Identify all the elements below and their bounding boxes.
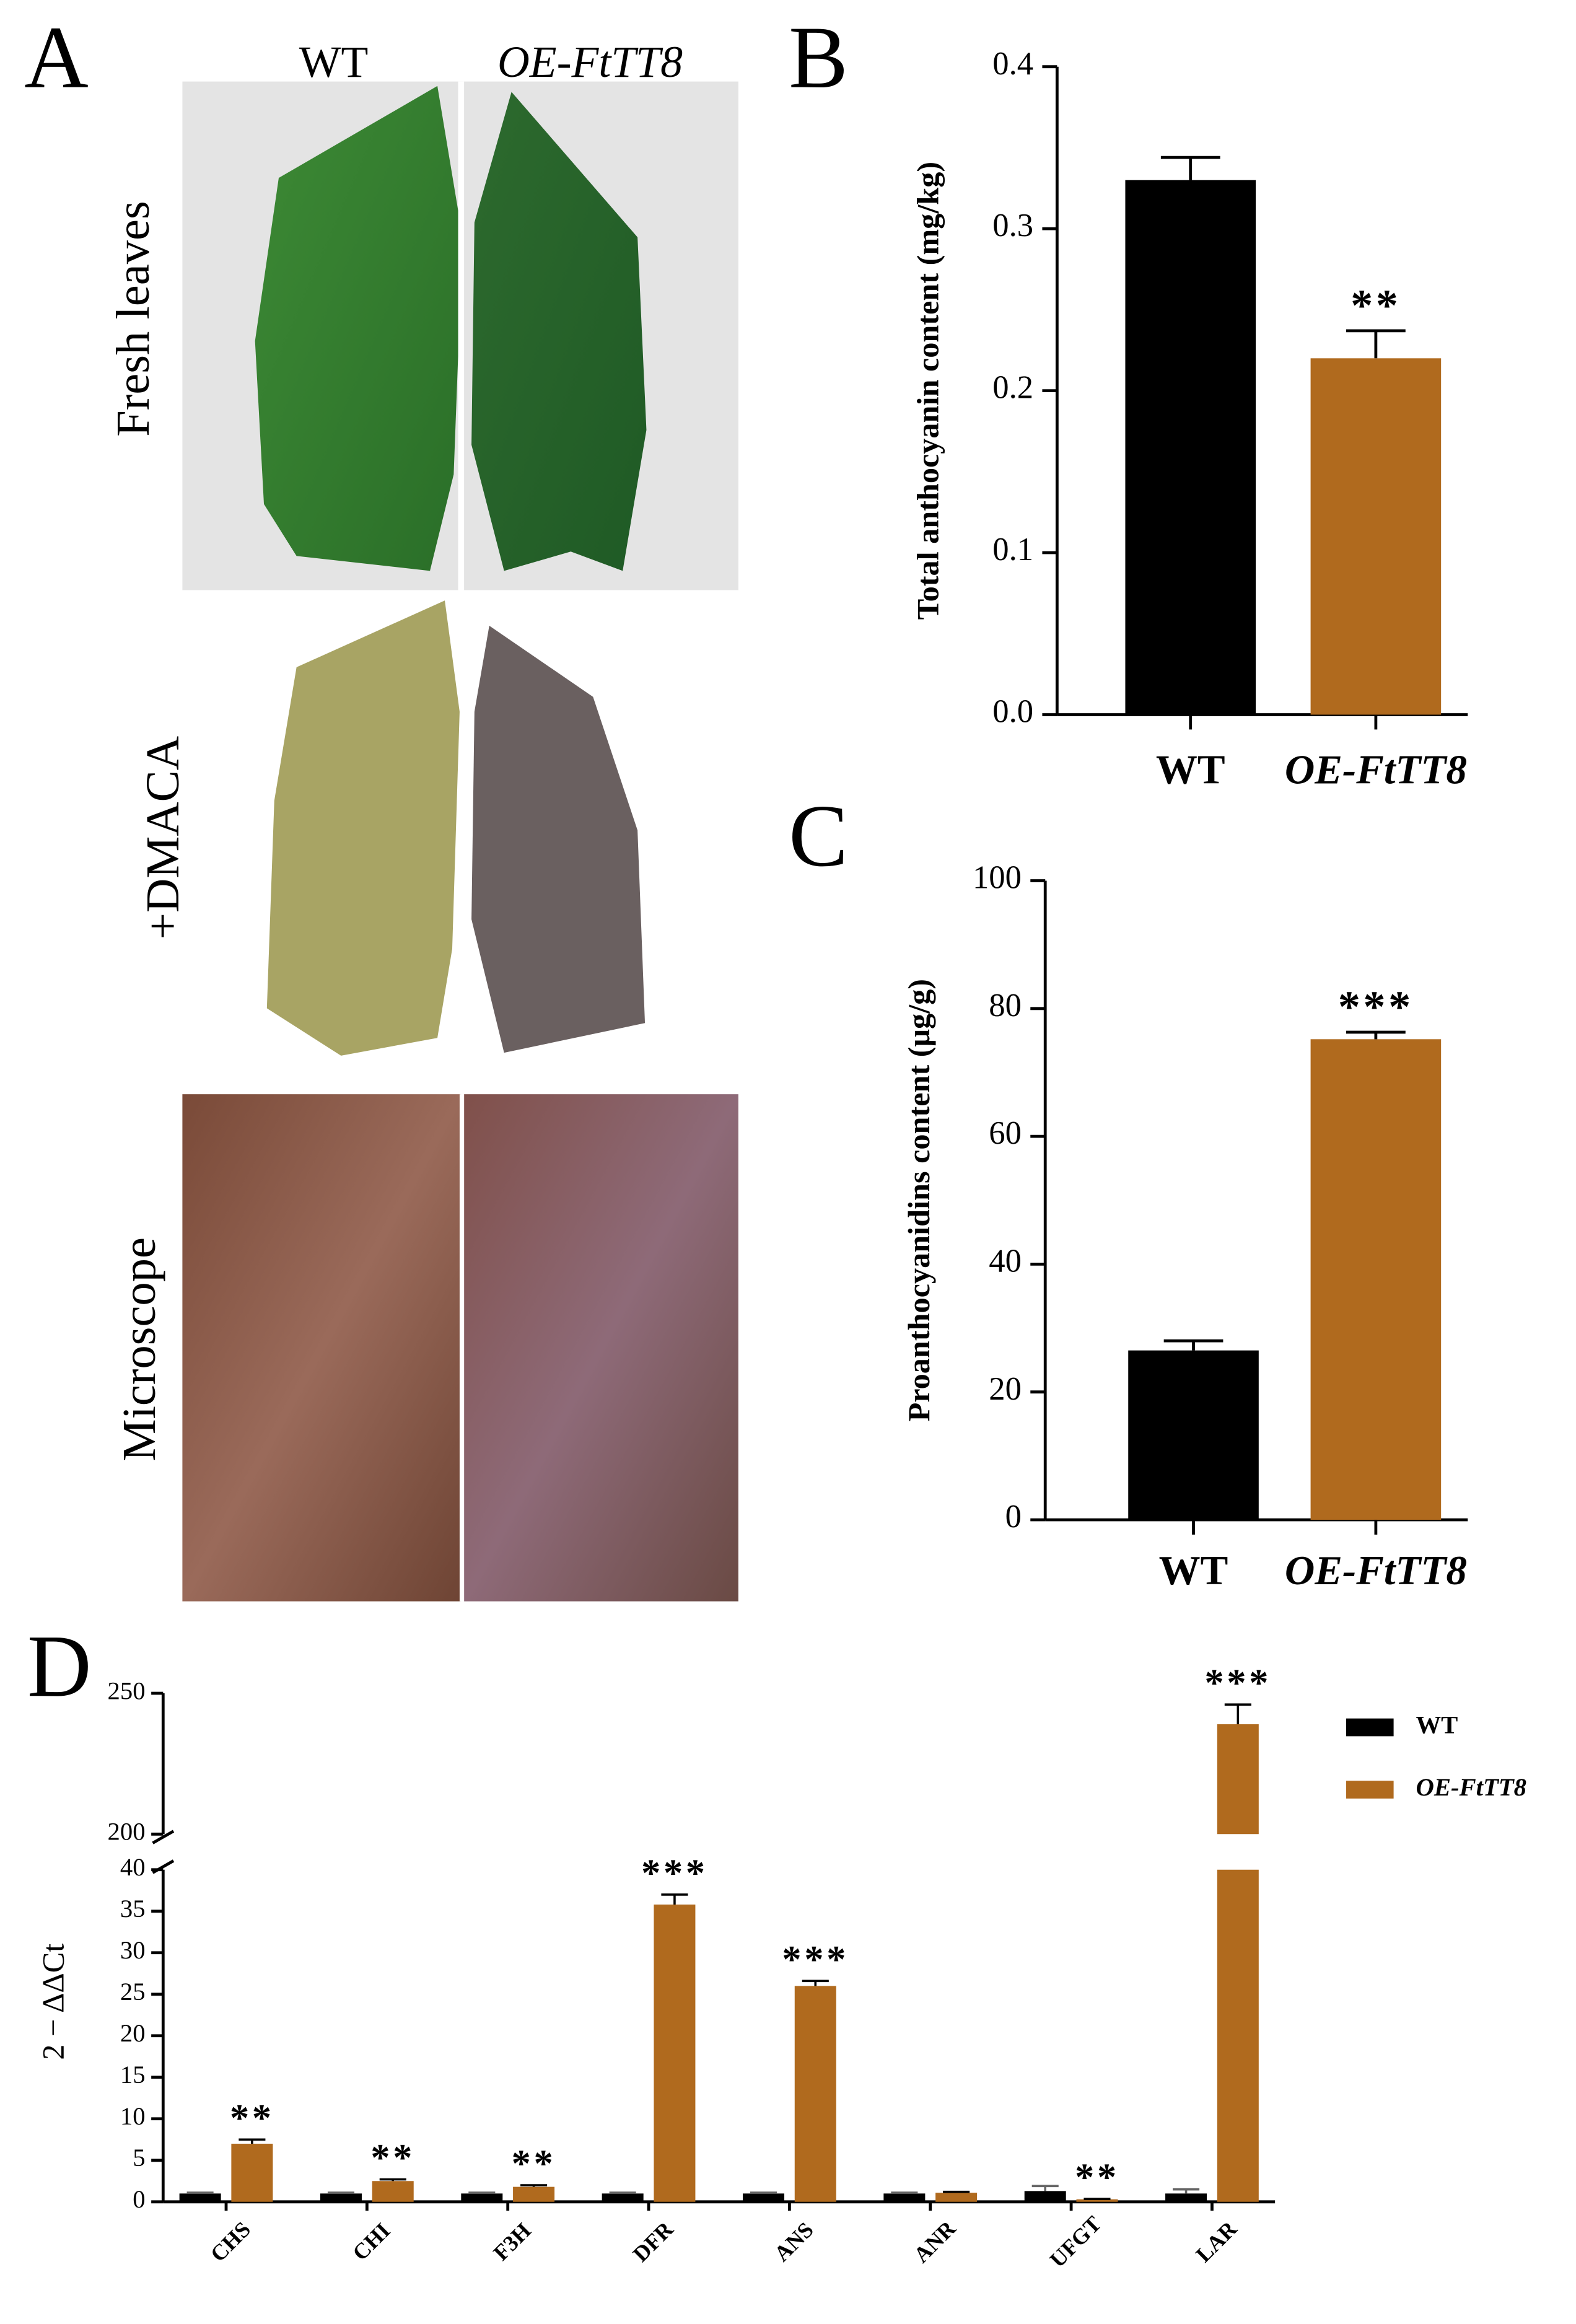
error-bar (1163, 1339, 1224, 1351)
error-bar (379, 2178, 406, 2181)
y-tick-label: 0 (1005, 1499, 1022, 1535)
panel-label: D (27, 1617, 92, 1716)
significance: ** (1351, 281, 1401, 330)
y-tick-label: 20 (989, 1371, 1022, 1407)
photo-fresh (182, 81, 738, 590)
bar (513, 2186, 555, 2202)
significance: *** (641, 1853, 708, 1895)
legend-swatch (1346, 1718, 1394, 1737)
error-bar (520, 2184, 548, 2187)
y-tick-label: 0.1 (992, 532, 1033, 568)
y-axis-label: Total anthocyanin content (mg/kg) (910, 162, 945, 620)
error-bar (1346, 329, 1406, 359)
bar (1310, 1039, 1442, 1520)
y-tick-label: 250 (108, 1677, 146, 1704)
y-tick-label: 0 (133, 2185, 145, 2213)
y-tick-label: 0.0 (992, 694, 1033, 730)
significance: *** (1204, 1662, 1271, 1704)
bar (935, 2193, 978, 2202)
y-tick-label: 5 (133, 2144, 145, 2172)
y-tick-label: 0.4 (992, 46, 1033, 82)
x-tick-label: WT (1159, 1548, 1228, 1594)
y-tick-label: 100 (973, 860, 1022, 896)
y-tick-label: 15 (120, 2061, 146, 2089)
bar (320, 2193, 362, 2202)
legend-swatch (1346, 1781, 1394, 1799)
bar (179, 2193, 221, 2202)
panel-label: A (24, 9, 89, 107)
y-tick-label: 40 (120, 1853, 146, 1881)
y-tick-label: 80 (989, 988, 1022, 1024)
bar (794, 1986, 836, 2202)
y-tick-label: 200 (108, 1818, 146, 1846)
y-axis-label: Proanthocyanidins content (μg/g) (901, 979, 936, 1421)
bar (1024, 2191, 1066, 2202)
error-bar (1031, 2185, 1059, 2191)
row-label: Fresh leaves (107, 201, 159, 437)
bar (654, 1905, 696, 2202)
x-tick-label: WT (1156, 747, 1225, 793)
x-tick-label: UFGT (1045, 2211, 1106, 2273)
x-tick-label: F3H (489, 2218, 536, 2265)
significance: ** (512, 2143, 556, 2185)
bar (1310, 358, 1442, 715)
significance: *** (782, 1939, 849, 1981)
y-tick-label: 0.2 (992, 370, 1033, 406)
panel-label: B (789, 9, 848, 107)
significance: ** (1075, 2157, 1119, 2199)
x-tick-label: ANS (769, 2217, 818, 2266)
row-label: Microscope (113, 1237, 165, 1462)
x-tick-label: OE-FtTT8 (1285, 747, 1467, 793)
bar (743, 2193, 785, 2202)
y-tick-label: 30 (120, 1936, 146, 1964)
error-bar (802, 1980, 829, 1986)
error-bar (1346, 1030, 1406, 1040)
y-tick-label: 60 (989, 1115, 1022, 1151)
y-tick-label: 10 (120, 2102, 146, 2130)
x-tick-label: ANR (909, 2216, 961, 2268)
bar (372, 2181, 414, 2202)
legend-label: OE-FtTT8 (1416, 1773, 1526, 1801)
error-bar (1173, 2188, 1200, 2194)
x-tick-label: LAR (1191, 2216, 1242, 2267)
y-tick-label: 20 (120, 2019, 146, 2047)
column-label: WT (299, 37, 369, 87)
panel-label: C (789, 787, 848, 885)
y-tick-label: 25 (120, 1978, 146, 2006)
photo-dmaca (266, 600, 646, 1056)
bar (231, 2143, 273, 2202)
bar (602, 2193, 644, 2202)
error-bar (661, 1893, 688, 1905)
x-tick-label: DFR (628, 2216, 678, 2266)
bar (1128, 1350, 1259, 1520)
significance: ** (230, 2097, 274, 2139)
y-tick-label: 40 (989, 1243, 1022, 1279)
legend-label: WT (1416, 1711, 1458, 1739)
x-tick-label: OE-FtTT8 (1285, 1548, 1467, 1594)
column-label: OE-FtTT8 (497, 37, 683, 87)
bar (1165, 2193, 1207, 2202)
photo-microscope (182, 1094, 738, 1602)
error-bar (943, 2190, 970, 2193)
bar (883, 2193, 926, 2202)
axis-break (152, 1830, 175, 1874)
bar (461, 2193, 503, 2202)
error-bar (1224, 1703, 1251, 1724)
bar (1125, 180, 1256, 715)
x-tick-label: CHI (348, 2218, 395, 2265)
significance: *** (1338, 982, 1414, 1032)
y-tick-label: 35 (120, 1895, 146, 1923)
x-tick-label: CHS (206, 2217, 255, 2266)
row-label: +DMACA (136, 736, 189, 939)
y-tick-label: 0.3 (992, 208, 1033, 243)
error-bar (239, 2138, 266, 2144)
bar (1217, 1724, 1259, 2202)
y-axis-label: 2 − ΔΔCt (36, 1944, 71, 2060)
error-bar (1160, 156, 1220, 180)
significance: ** (370, 2137, 415, 2179)
